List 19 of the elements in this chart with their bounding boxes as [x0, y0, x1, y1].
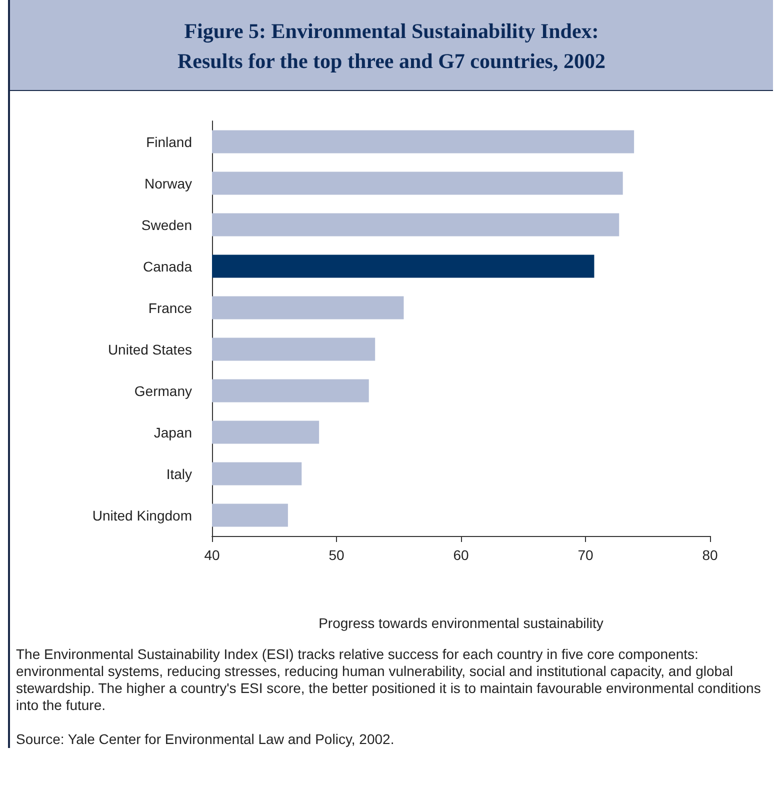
y-tick-label: United States: [108, 341, 192, 358]
x-tick-label: 60: [453, 547, 469, 563]
y-tick-label: France: [148, 300, 192, 316]
source-note: Source: Yale Center for Environmental Law and Policy, 2002.: [16, 731, 396, 748]
x-tick-label: 40: [204, 547, 220, 563]
text: The Environmental Sustainability Index (ESI) tracks relative success for each country in five core components: environmental systems, reducing stresses, reducing human vulnerability, social and institutional capacity, and global stewardship. The higher a country's ESI score, the better positioned it is to maintain favourable environmental conditions into the future.: [16, 646, 762, 714]
y-tick-label: Germany: [134, 382, 192, 399]
x-tick-label: 70: [578, 547, 594, 563]
y-tick-label: United Kingdom: [92, 507, 192, 524]
x-tick-label: 80: [702, 547, 718, 563]
y-tick-label: Finland: [146, 134, 192, 150]
y-tick-label: Italy: [166, 466, 192, 482]
y-tick-label: Sweden: [141, 216, 192, 233]
chart-title: Figure 5: Environmental Sustainability Index: Results for the top three and G7 countries, 2002: [10, 0, 773, 91]
x-tick-label: 50: [328, 547, 344, 563]
x-axis-title: Progress towards environmental sustainability: [318, 615, 604, 631]
y-tick-label: Japan: [154, 424, 192, 440]
y-tick-label: Norway: [144, 175, 192, 192]
y-tick-label: Canada: [142, 258, 192, 274]
